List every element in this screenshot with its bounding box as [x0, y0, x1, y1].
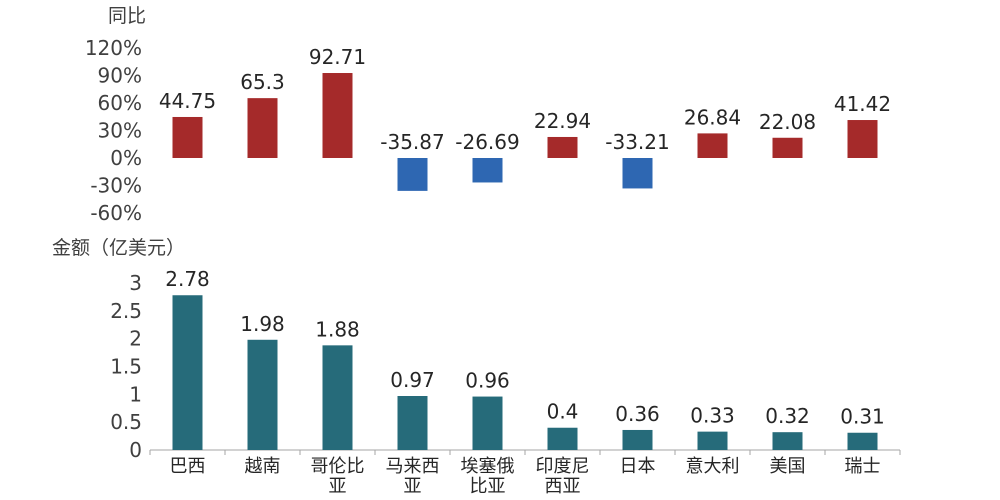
category-label: 马来西亚	[386, 456, 440, 497]
top-data-label: 65.3	[240, 70, 285, 94]
category-label: 越南	[245, 456, 281, 477]
bottom-data-label: 0.4	[547, 400, 579, 424]
bottom-data-label: 0.32	[765, 404, 810, 428]
bottom-data-label: 0.36	[615, 402, 660, 426]
category-label: 印度尼西亚	[536, 456, 590, 497]
category-label: 美国	[770, 456, 806, 477]
top-bar	[697, 133, 728, 158]
top-bar	[547, 136, 578, 158]
category-label: 瑞士	[845, 456, 881, 477]
top-bar	[847, 120, 878, 158]
bottom-y-tick-label: 0	[129, 438, 142, 462]
top-bar	[247, 98, 278, 158]
top-data-labels: 44.75 65.3 92.71 -35.87 -26.69 22.94 -33.21 26.…	[159, 45, 891, 154]
bottom-y-axis: 0 0.5 1 1.5 2 2.5 3	[110, 271, 142, 462]
bottom-data-label: 1.98	[240, 312, 285, 336]
bottom-y-axis-title: 金额（亿美元）	[52, 237, 185, 259]
bottom-bar	[322, 345, 353, 450]
category-label: 意大利	[686, 456, 740, 477]
top-data-label: 22.94	[534, 109, 591, 133]
top-y-tick-label: 90%	[98, 64, 142, 88]
category-label: 巴西	[170, 456, 206, 477]
bottom-bar	[247, 339, 278, 450]
bottom-data-label: 0.97	[390, 368, 435, 392]
bottom-y-tick-label: 2.5	[110, 299, 142, 323]
top-data-label: 41.42	[834, 92, 891, 116]
bottom-data-label: 1.88	[315, 317, 360, 341]
top-data-label: -33.21	[605, 130, 669, 154]
top-y-axis: -60% -30% 0% 30% 60% 90% 120%	[85, 36, 142, 225]
bottom-bar	[547, 427, 578, 450]
top-bar	[622, 158, 653, 189]
bottom-y-tick-label: 1.5	[110, 355, 142, 379]
top-data-label: 26.84	[684, 105, 741, 129]
bottom-y-tick-label: 1	[129, 382, 142, 406]
category-label: 日本	[620, 456, 656, 477]
top-data-label: 44.75	[159, 89, 216, 113]
bottom-bar	[772, 432, 803, 450]
top-y-tick-label: -60%	[90, 201, 142, 225]
bottom-bars	[172, 295, 878, 450]
category-label: 埃塞俄比亚	[461, 456, 515, 497]
top-y-tick-label: -30%	[90, 174, 142, 198]
top-bar	[322, 73, 353, 158]
top-y-tick-label: 0%	[110, 146, 142, 170]
bottom-data-label: 0.96	[465, 369, 510, 393]
bottom-bar	[697, 431, 728, 450]
bottom-bar	[472, 396, 503, 450]
bottom-data-label: 2.78	[165, 267, 210, 291]
bottom-data-label: 0.31	[840, 405, 885, 429]
top-data-label: 22.08	[759, 110, 816, 134]
top-data-label: 92.71	[309, 45, 366, 69]
top-y-tick-label: 30%	[98, 119, 142, 143]
top-bars	[172, 73, 878, 191]
top-y-axis-title: 同比	[108, 5, 146, 27]
bottom-y-tick-label: 3	[129, 271, 142, 295]
category-label: 哥伦比亚	[311, 456, 365, 497]
bottom-bar	[847, 432, 878, 450]
bottom-bar	[397, 396, 428, 450]
top-y-tick-label: 60%	[98, 91, 142, 115]
top-y-tick-label: 120%	[85, 36, 142, 60]
bottom-y-tick-label: 0.5	[110, 410, 142, 434]
top-bar	[172, 116, 203, 158]
top-bar	[472, 158, 503, 183]
bottom-y-tick-label: 2	[129, 327, 142, 351]
top-data-label: -26.69	[455, 130, 519, 154]
top-bar	[772, 137, 803, 158]
top-data-label: -35.87	[380, 130, 444, 154]
bottom-data-labels: 2.78 1.98 1.88 0.97 0.96 0.4 0.36 0.33 0.32 0.31	[165, 267, 885, 428]
bottom-bar	[622, 429, 653, 450]
top-bar	[397, 158, 428, 191]
bottom-data-label: 0.33	[690, 404, 735, 428]
bottom-bar	[172, 295, 203, 450]
bottom-x-ticks	[149, 450, 901, 455]
